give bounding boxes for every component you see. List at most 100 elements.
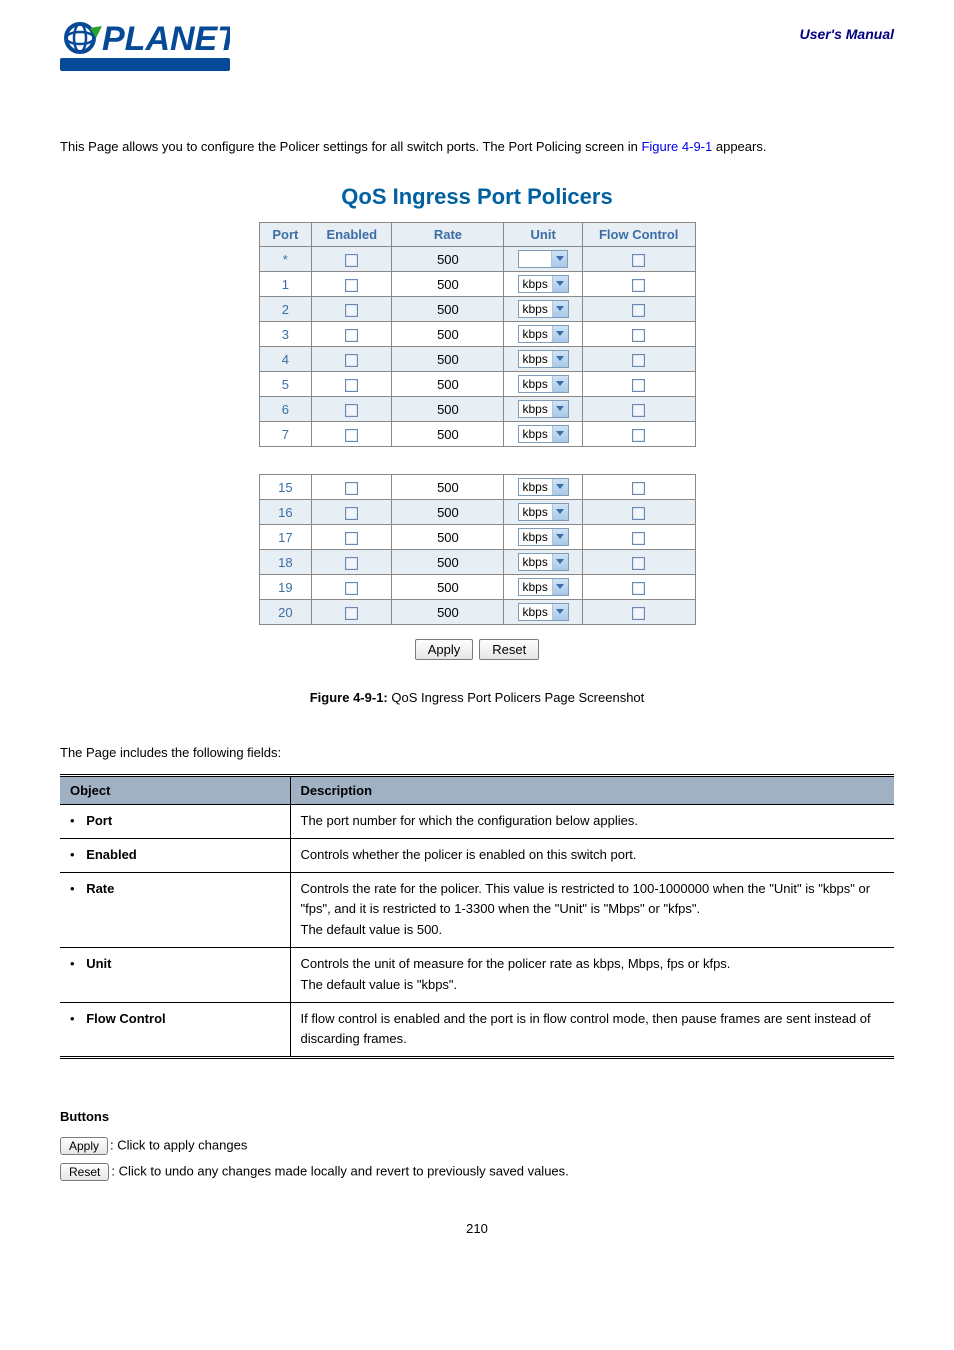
- unit-select[interactable]: kbps: [518, 325, 569, 343]
- unit-select[interactable]: [518, 250, 568, 268]
- flow-control-cell: [582, 475, 695, 500]
- manual-title: User's Manual: [800, 26, 894, 42]
- chevron-down-icon: [552, 554, 568, 570]
- chevron-down-icon: [551, 251, 567, 267]
- checkbox[interactable]: [345, 404, 358, 417]
- apply-button[interactable]: Apply: [415, 639, 474, 660]
- rate-cell: 500: [392, 422, 504, 447]
- flow-control-cell: [582, 422, 695, 447]
- table-row: 1500kbps: [259, 272, 695, 297]
- unit-select-value: [519, 251, 551, 267]
- unit-select[interactable]: kbps: [518, 503, 569, 521]
- checkbox[interactable]: [345, 329, 358, 342]
- unit-select[interactable]: kbps: [518, 425, 569, 443]
- apply-desc-text: : Click to apply changes: [110, 1138, 247, 1153]
- rate-cell: 500: [392, 347, 504, 372]
- reset-button-inline[interactable]: Reset: [60, 1163, 109, 1181]
- th-flow-control: Flow Control: [582, 223, 695, 247]
- checkbox[interactable]: [632, 279, 645, 292]
- checkbox[interactable]: [345, 607, 358, 620]
- unit-cell: kbps: [504, 500, 582, 525]
- checkbox[interactable]: [632, 607, 645, 620]
- checkbox[interactable]: [345, 582, 358, 595]
- unit-select-value: kbps: [519, 426, 552, 442]
- unit-select-value: kbps: [519, 401, 552, 417]
- checkbox[interactable]: [632, 582, 645, 595]
- port-cell: 16: [259, 500, 312, 525]
- unit-cell: kbps: [504, 322, 582, 347]
- checkbox[interactable]: [632, 429, 645, 442]
- screenshot-container: QoS Ingress Port Policers Port Enabled R…: [60, 178, 894, 660]
- reset-button[interactable]: Reset: [479, 639, 539, 660]
- th-port: Port: [259, 223, 312, 247]
- unit-select[interactable]: kbps: [518, 275, 569, 293]
- unit-select[interactable]: kbps: [518, 375, 569, 393]
- chevron-down-icon: [552, 326, 568, 342]
- checkbox[interactable]: [632, 404, 645, 417]
- field-object: • Port: [60, 805, 290, 839]
- checkbox[interactable]: [345, 507, 358, 520]
- unit-select[interactable]: kbps: [518, 528, 569, 546]
- unit-select[interactable]: kbps: [518, 350, 569, 368]
- checkbox[interactable]: [632, 329, 645, 342]
- port-cell: 2: [259, 297, 312, 322]
- port-cell: 6: [259, 397, 312, 422]
- chevron-down-icon: [552, 579, 568, 595]
- table-row: 16 500 kbps: [259, 500, 695, 525]
- unit-select[interactable]: kbps: [518, 400, 569, 418]
- chevron-down-icon: [552, 276, 568, 292]
- unit-select[interactable]: kbps: [518, 553, 569, 571]
- reset-desc-text: : Click to undo any changes made locally…: [111, 1164, 568, 1179]
- checkbox[interactable]: [345, 557, 358, 570]
- enabled-cell: [312, 575, 392, 600]
- checkbox[interactable]: [632, 507, 645, 520]
- checkbox[interactable]: [632, 532, 645, 545]
- chevron-down-icon: [552, 426, 568, 442]
- intro-suffix: appears.: [712, 139, 766, 154]
- fields-row: • EnabledControls whether the policer is…: [60, 838, 894, 872]
- field-description: If flow control is enabled and the port …: [290, 1002, 894, 1058]
- rate-cell: 500: [392, 297, 504, 322]
- checkbox[interactable]: [632, 254, 645, 267]
- unit-select-value: kbps: [519, 376, 552, 392]
- port-cell: 5: [259, 372, 312, 397]
- rate-cell: 500: [392, 500, 504, 525]
- th-unit: Unit: [504, 223, 582, 247]
- unit-select[interactable]: kbps: [518, 478, 569, 496]
- checkbox[interactable]: [345, 429, 358, 442]
- port-cell: 4: [259, 347, 312, 372]
- field-description: Controls whether the policer is enabled …: [290, 838, 894, 872]
- fields-row: • PortThe port number for which the conf…: [60, 805, 894, 839]
- apply-button-inline[interactable]: Apply: [60, 1137, 108, 1155]
- checkbox[interactable]: [345, 279, 358, 292]
- port-cell: *: [259, 247, 312, 272]
- checkbox[interactable]: [345, 354, 358, 367]
- checkbox[interactable]: [345, 482, 358, 495]
- chevron-down-icon: [552, 351, 568, 367]
- intro-prefix: This Page allows you to configure the Po…: [60, 139, 641, 154]
- checkbox[interactable]: [632, 482, 645, 495]
- unit-select-value: kbps: [519, 276, 552, 292]
- port-cell: 17: [259, 525, 312, 550]
- checkbox[interactable]: [345, 532, 358, 545]
- unit-cell: kbps: [504, 550, 582, 575]
- unit-cell: kbps: [504, 372, 582, 397]
- unit-select[interactable]: kbps: [518, 300, 569, 318]
- checkbox[interactable]: [632, 304, 645, 317]
- port-cell: 18: [259, 550, 312, 575]
- checkbox[interactable]: [345, 379, 358, 392]
- table-row: 19500kbps: [259, 575, 695, 600]
- unit-select[interactable]: kbps: [518, 603, 569, 621]
- buttons-heading: Buttons: [60, 1109, 894, 1124]
- enabled-cell: [312, 247, 392, 272]
- checkbox[interactable]: [632, 354, 645, 367]
- field-object: • Flow Control: [60, 1002, 290, 1058]
- checkbox[interactable]: [345, 304, 358, 317]
- unit-select[interactable]: kbps: [518, 578, 569, 596]
- fields-row: • UnitControls the unit of measure for t…: [60, 947, 894, 1002]
- checkbox[interactable]: [345, 254, 358, 267]
- chevron-down-icon: [552, 376, 568, 392]
- checkbox[interactable]: [632, 557, 645, 570]
- checkbox[interactable]: [632, 379, 645, 392]
- chevron-down-icon: [552, 479, 568, 495]
